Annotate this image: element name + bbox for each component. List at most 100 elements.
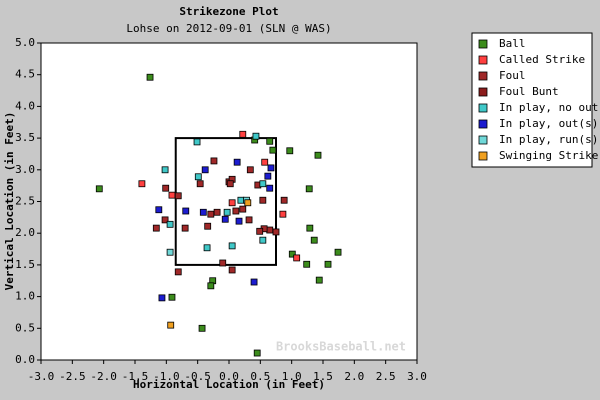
point [193,138,201,146]
point [280,196,288,204]
legend-label: Foul [499,69,526,82]
x-tick-label: -1.0 [153,370,180,383]
point [250,278,258,286]
point [166,220,174,228]
point [152,224,160,232]
point [259,180,267,188]
point [286,147,294,155]
point [259,196,267,204]
point [314,151,322,159]
point [239,205,247,213]
x-tick-label: 1.5 [313,370,333,383]
point [210,157,218,165]
x-tick-label: 3.0 [407,370,427,383]
point [226,180,234,188]
y-tick-label: 2.0 [15,226,35,239]
point [155,206,163,214]
point [221,215,229,223]
point [269,146,277,154]
point [303,260,311,268]
legend-label: Called Strike [499,53,585,66]
point [198,324,206,332]
legend-swatch [478,151,488,161]
legend-label: Ball [499,37,526,50]
point [279,210,287,218]
y-tick-label: 4.0 [15,99,35,112]
legend-label: In play, no out [499,101,598,114]
point [162,184,170,192]
point [181,224,189,232]
legend-swatch [478,71,488,81]
point [228,266,236,274]
y-tick-label: 4.5 [15,68,35,81]
y-tick-label: 5.0 [15,36,35,49]
point [194,173,202,181]
point [95,185,103,193]
y-tick-label: 3.5 [15,131,35,144]
point [161,216,169,224]
x-tick-label: 2.5 [376,370,396,383]
point [256,227,264,235]
point [138,180,146,188]
point [244,199,252,207]
y-tick-label: 3.0 [15,163,35,176]
point [259,236,267,244]
x-tick-label: 0.5 [250,370,270,383]
point [167,321,175,329]
legend-label: In play, run(s) [499,133,598,146]
y-tick-label: 1.5 [15,258,35,271]
point [310,236,318,244]
legend-swatch [478,103,488,113]
point [232,207,240,215]
x-tick-label: 0.0 [219,370,239,383]
point [166,248,174,256]
point [235,217,243,225]
legend [471,32,593,168]
x-tick-label: -3.0 [28,370,55,383]
point [315,276,323,284]
legend-swatch [478,135,488,145]
y-tick-label: 1.0 [15,290,35,303]
point [223,208,231,216]
point [253,349,261,357]
legend-swatch [478,55,488,65]
x-tick-label: 1.0 [282,370,302,383]
point [266,226,274,234]
x-tick-label: 2.0 [344,370,364,383]
point [288,250,296,258]
point [199,208,207,216]
point [272,228,280,236]
legend-label: In play, out(s) [499,117,598,130]
point [267,164,275,172]
point [196,180,204,188]
y-axis-label: Vertical Location (in Feet) [3,112,16,291]
point [158,294,166,302]
x-tick-label: -2.5 [59,370,86,383]
point [252,132,260,140]
point [239,130,247,138]
point [261,158,269,166]
legend-label: Swinging Strike [499,149,598,162]
point [161,166,169,174]
point [246,166,254,174]
point [219,259,227,267]
point [168,191,176,199]
point [207,210,215,218]
point [168,293,176,301]
point [237,196,245,204]
point [146,73,154,81]
y-tick-label: 2.5 [15,195,35,208]
legend-label: Foul Bunt [499,85,559,98]
point [306,224,314,232]
point [203,244,211,252]
point [264,172,272,180]
point [324,260,332,268]
watermark: BrooksBaseball.net [276,340,406,354]
point [305,185,313,193]
legend-swatch [478,87,488,97]
point [182,207,190,215]
point [233,158,241,166]
chart-subtitle: Lohse on 2012-09-01 (SLN @ WAS) [126,22,331,35]
